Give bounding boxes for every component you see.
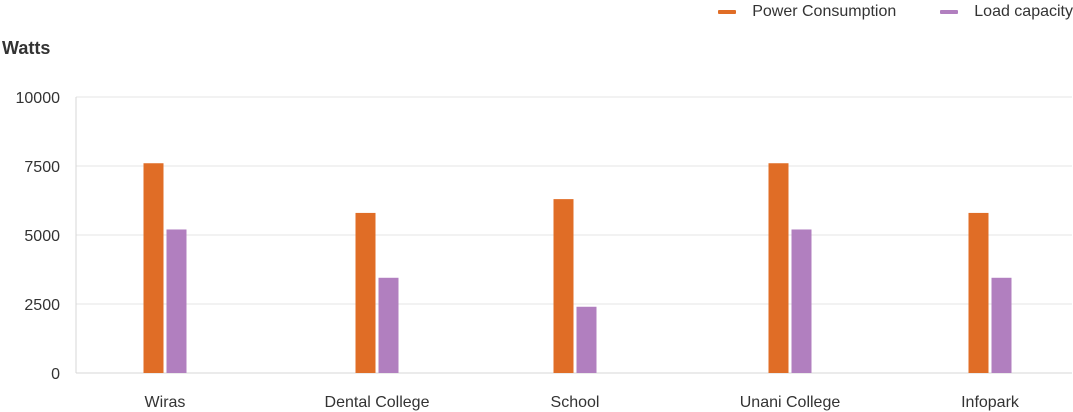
y-tick-label: 0 <box>51 366 60 383</box>
load-capacity-bar[interactable] <box>991 277 1012 373</box>
legend-swatch-power-consumption <box>718 10 737 14</box>
power-consumption-bar[interactable] <box>553 199 574 373</box>
y-tick-label: 10000 <box>16 90 61 107</box>
legend-label-power-consumption: Power Consumption <box>752 3 897 20</box>
x-tick-label: Unani College <box>740 394 841 411</box>
x-tick-label: School <box>551 394 600 411</box>
legend-item-power-consumption[interactable]: Power Consumption <box>718 3 896 21</box>
y-tick-label: 7500 <box>24 159 60 176</box>
x-tick-label: Infopark <box>961 394 1020 411</box>
legend-swatch-load-capacity <box>940 10 959 14</box>
x-tick-label: Wiras <box>145 394 186 411</box>
y-axis-title: Watts <box>2 38 51 58</box>
load-capacity-bar[interactable] <box>378 277 399 373</box>
power-consumption-bar[interactable] <box>768 163 789 373</box>
load-capacity-bar[interactable] <box>791 229 812 373</box>
load-capacity-bar[interactable] <box>166 229 187 373</box>
y-tick-label: 2500 <box>24 297 60 314</box>
power-consumption-bar[interactable] <box>143 163 164 373</box>
x-tick-label: Dental College <box>325 394 430 411</box>
y-tick-label: 5000 <box>24 228 60 245</box>
power-consumption-bar[interactable] <box>968 212 989 373</box>
load-capacity-bar[interactable] <box>576 306 597 373</box>
power-consumption-bar[interactable] <box>355 212 376 373</box>
legend-label-load-capacity: Load capacity <box>974 3 1073 20</box>
chart-legend: Power Consumption Load capacity <box>718 2 1073 22</box>
legend-item-load-capacity[interactable]: Load capacity <box>940 3 1073 21</box>
